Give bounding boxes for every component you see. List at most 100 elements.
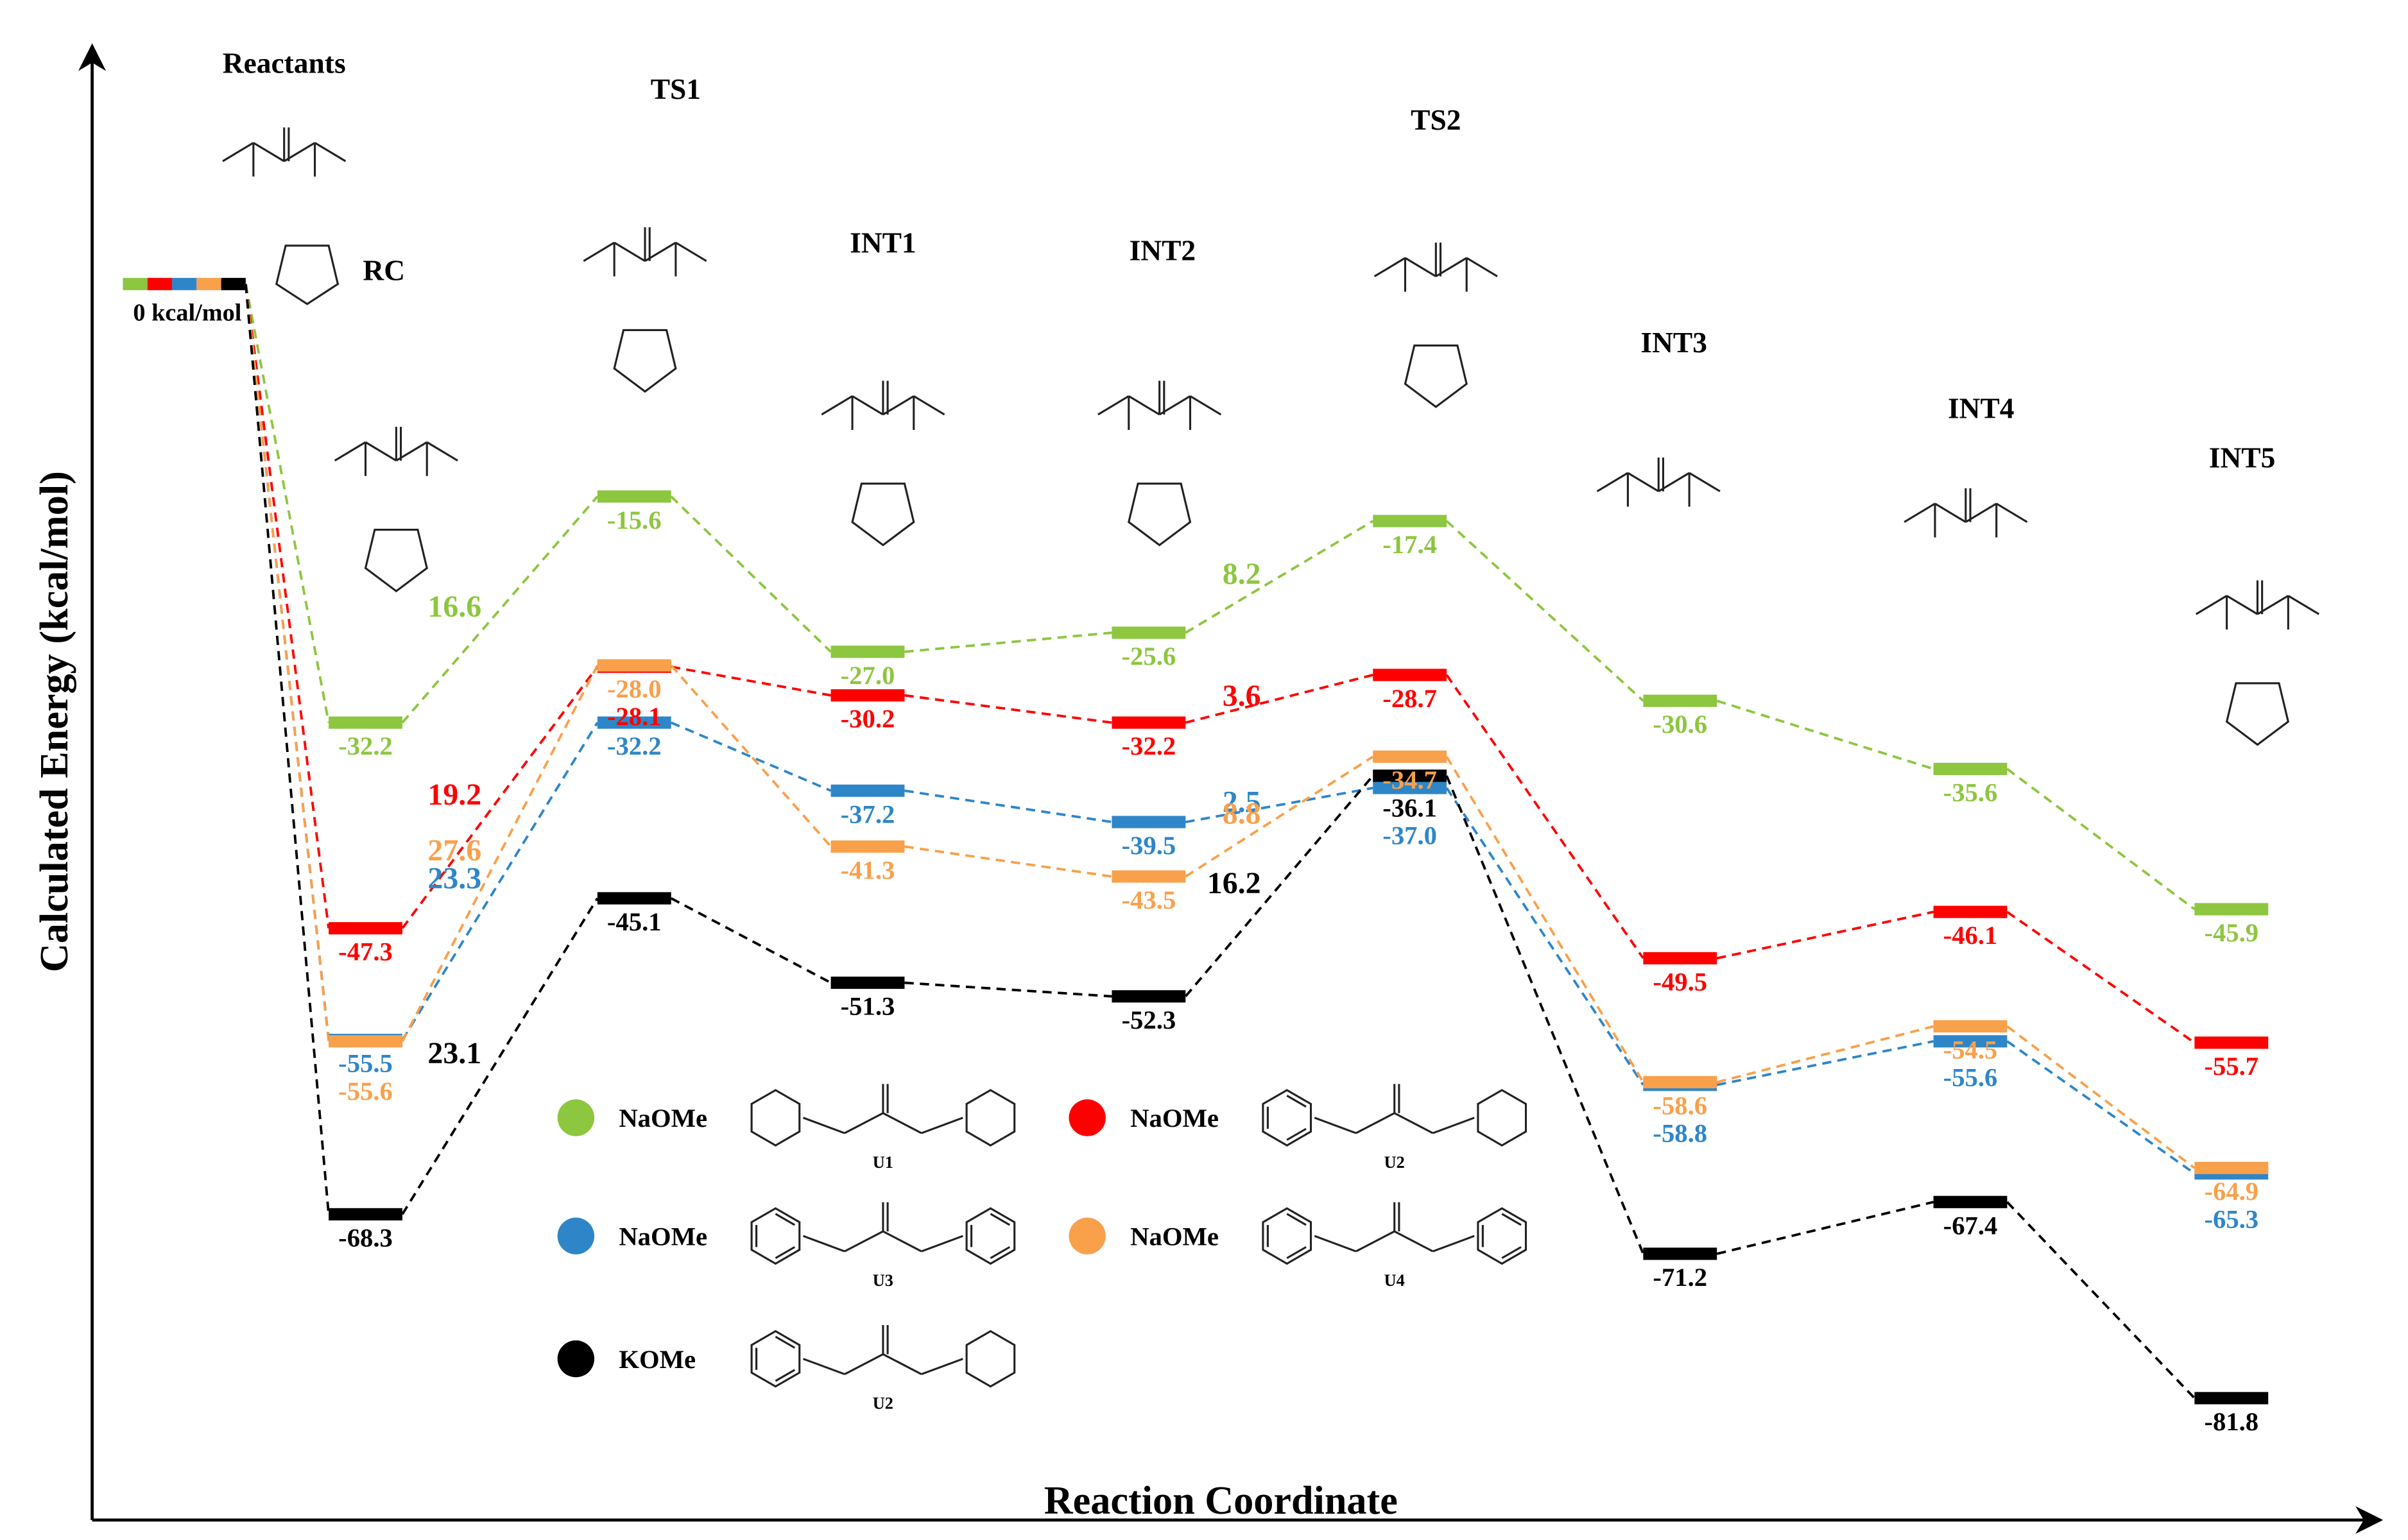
bond — [775, 1335, 796, 1349]
value-label: -41.3 — [841, 855, 895, 884]
legend-structure — [750, 1325, 1016, 1388]
level-bar — [2194, 903, 2269, 916]
bond — [2195, 595, 2228, 615]
bond — [1393, 1230, 1434, 1253]
connector — [244, 284, 330, 723]
ring — [1128, 483, 1192, 547]
bond — [1355, 1230, 1395, 1253]
bond — [921, 1116, 963, 1134]
bond — [844, 1230, 884, 1253]
bond — [334, 441, 366, 462]
level-bar — [830, 646, 905, 658]
stage-label: RC — [363, 253, 405, 286]
connector — [1445, 756, 1644, 1083]
level-bar — [597, 490, 671, 503]
level-bar — [329, 922, 402, 935]
level-bar — [1373, 515, 1447, 527]
connector — [904, 631, 1112, 653]
value-label: -71.2 — [1653, 1263, 1707, 1292]
value-label: -67.4 — [1943, 1211, 1998, 1240]
legend-ligand: U1 — [873, 1153, 893, 1172]
stage-label: INT3 — [1640, 326, 1707, 359]
bond — [775, 1246, 796, 1260]
connector — [401, 665, 599, 1042]
ring — [364, 528, 428, 593]
bond — [583, 241, 615, 262]
legend-swatch — [557, 1099, 595, 1136]
value-label: -27.0 — [841, 661, 895, 690]
connector — [1185, 673, 1373, 724]
barrier-label: 27.6 — [427, 834, 481, 868]
legend-structure — [1262, 1084, 1527, 1147]
bond — [802, 1235, 845, 1253]
legend-structure — [1262, 1202, 1527, 1265]
bond — [775, 1213, 796, 1226]
stage-label: INT5 — [2209, 441, 2276, 474]
bond — [913, 395, 945, 416]
connector — [401, 722, 599, 1041]
value-label: -58.8 — [1653, 1119, 1707, 1148]
bond — [802, 1358, 845, 1376]
level-bar — [830, 689, 905, 702]
connector — [1445, 775, 1645, 1254]
level-bar — [597, 892, 671, 905]
connector — [244, 284, 330, 928]
legend-label: NaOMe — [1130, 1222, 1219, 1251]
ring — [2225, 682, 2290, 746]
legend-structure — [750, 1202, 1016, 1265]
level-bar — [1933, 762, 2008, 775]
level-bar — [1643, 694, 1717, 707]
level-bar — [1643, 952, 1717, 964]
bond — [1373, 257, 1406, 278]
value-label: -55.6 — [1943, 1063, 1998, 1092]
value-label: -81.8 — [2204, 1407, 2258, 1436]
connector — [2006, 1201, 2196, 1399]
connector — [2006, 911, 2196, 1044]
ring — [613, 329, 677, 393]
level-bar — [1373, 769, 1447, 782]
bond — [1355, 1112, 1395, 1134]
level-bar — [329, 1035, 402, 1048]
level-bar — [172, 278, 197, 291]
legend-swatch — [557, 1340, 595, 1378]
barrier-label: 16.2 — [1207, 866, 1261, 900]
bond — [1934, 502, 1966, 523]
value-label: -28.1 — [607, 702, 662, 731]
bond — [821, 395, 853, 416]
ring — [1262, 1089, 1312, 1147]
structure — [334, 427, 458, 593]
structure — [1596, 458, 1721, 507]
legend-ligand: U2 — [873, 1394, 893, 1412]
level-bar — [329, 1208, 402, 1220]
bond — [2226, 595, 2258, 615]
bond — [844, 1353, 884, 1375]
legend-label: NaOMe — [619, 1104, 707, 1133]
level-bar — [1112, 990, 1186, 1003]
structures — [222, 127, 2319, 746]
bond — [1466, 257, 1498, 278]
level-bar — [2194, 1161, 2269, 1174]
ring — [1477, 1089, 1527, 1147]
value-label: -55.6 — [338, 1077, 393, 1106]
level-bar — [1643, 1075, 1717, 1089]
bond — [882, 1353, 922, 1375]
ring — [750, 1207, 801, 1265]
connector — [1716, 1201, 1934, 1255]
connector — [904, 845, 1112, 878]
connector — [401, 897, 599, 1215]
bond — [990, 1213, 1011, 1226]
level-bar — [196, 278, 221, 291]
value-label: -32.2 — [1122, 732, 1176, 760]
legend-label: NaOMe — [619, 1222, 707, 1251]
connector — [1185, 520, 1374, 634]
connector — [1716, 699, 1934, 771]
value-label: -34.7 — [1382, 766, 1437, 794]
connector — [670, 897, 832, 984]
barrier-label: 19.2 — [427, 778, 481, 812]
value-label: -32.2 — [338, 732, 393, 760]
connector — [1445, 787, 1644, 1086]
structure — [1904, 488, 2028, 538]
bond — [1627, 472, 1660, 493]
bond — [253, 142, 285, 162]
